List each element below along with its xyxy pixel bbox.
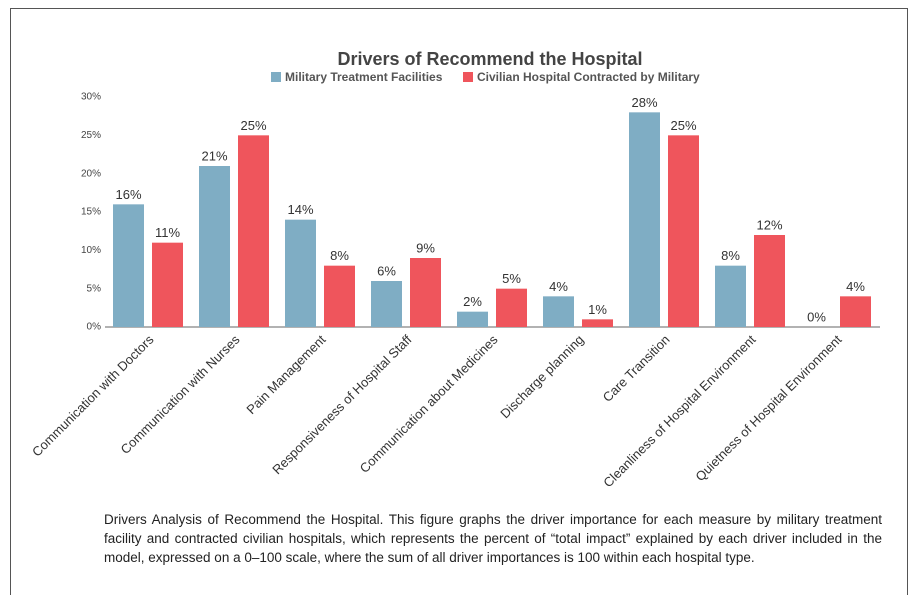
bar xyxy=(457,311,488,327)
caption-title: Drivers Analysis of Recommend the Hospit… xyxy=(104,512,384,527)
x-tick-label: Pain Management xyxy=(243,332,328,417)
legend-swatch xyxy=(271,72,281,82)
bar xyxy=(371,281,402,327)
value-label: 16% xyxy=(115,187,141,202)
bar xyxy=(238,135,269,327)
value-label: 1% xyxy=(588,302,607,317)
value-label: 4% xyxy=(549,279,568,294)
x-tick-label: Care Transition xyxy=(600,332,673,405)
legend-swatch xyxy=(463,72,473,82)
value-label: 25% xyxy=(670,118,696,133)
y-tick-label: 0% xyxy=(87,322,102,333)
bar xyxy=(199,166,230,327)
value-label: 6% xyxy=(377,263,396,278)
value-label: 2% xyxy=(463,294,482,309)
value-label: 25% xyxy=(240,118,266,133)
legend-label: Military Treatment Facilities xyxy=(285,70,443,84)
value-label: 8% xyxy=(721,248,740,263)
bar xyxy=(113,204,144,327)
x-tick-label: Quietness of Hospital Environment xyxy=(692,332,844,484)
bar xyxy=(410,258,441,327)
value-label: 14% xyxy=(287,202,313,217)
bar xyxy=(152,242,183,327)
value-label: 4% xyxy=(846,279,865,294)
x-tick-label: Responsiveness of Hospital Staff xyxy=(269,332,415,478)
y-tick-label: 30% xyxy=(81,92,101,103)
value-label: 8% xyxy=(330,248,349,263)
value-label: 5% xyxy=(502,271,521,286)
value-label: 9% xyxy=(416,240,435,255)
bar xyxy=(324,265,355,327)
x-tick-label: Discharge planning xyxy=(497,332,586,421)
value-label: 21% xyxy=(201,148,227,163)
bar xyxy=(840,296,871,327)
value-label: 28% xyxy=(631,95,657,110)
bar xyxy=(543,296,574,327)
bar xyxy=(629,112,660,327)
bar xyxy=(754,235,785,327)
legend-label: Civilian Hospital Contracted by Military xyxy=(477,70,700,84)
caption-text: This figure graphs the driver importance… xyxy=(104,512,882,565)
chart-title: Drivers of Recommend the Hospital xyxy=(337,49,642,69)
y-tick-label: 10% xyxy=(81,245,101,256)
y-tick-label: 25% xyxy=(81,130,101,141)
bar xyxy=(496,288,527,327)
value-label: 12% xyxy=(756,217,782,232)
frame xyxy=(10,8,908,595)
x-tick-label: Communication about Medicines xyxy=(357,332,501,476)
value-label: 0% xyxy=(807,309,826,324)
caption: Drivers Analysis of Recommend the Hospit… xyxy=(104,510,882,567)
bar xyxy=(582,319,613,327)
bar xyxy=(668,135,699,327)
bar xyxy=(285,219,316,327)
y-tick-label: 15% xyxy=(81,207,101,218)
value-label: 11% xyxy=(155,225,180,240)
x-tick-label: Cleanliness of Hospital Environment xyxy=(600,332,759,491)
bar xyxy=(715,265,746,327)
y-tick-label: 5% xyxy=(87,283,102,294)
y-tick-label: 20% xyxy=(81,168,101,179)
